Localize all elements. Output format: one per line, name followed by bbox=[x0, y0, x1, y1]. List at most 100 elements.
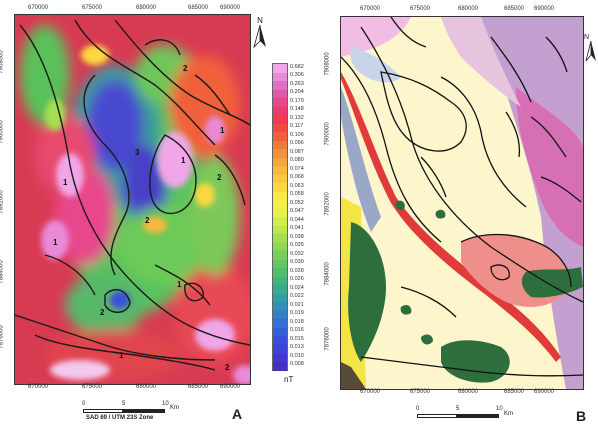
zone-label: 2 bbox=[145, 216, 150, 225]
colorbar-label: 0.013 bbox=[290, 344, 304, 351]
colorbar-swatch bbox=[273, 336, 287, 345]
colorbar-labels: 0.682 0.306 0.263 0.204 0.170 0.148 0.132 0.117… bbox=[290, 63, 324, 369]
colorbar-label: 0.263 bbox=[290, 80, 304, 87]
colorbar-swatch bbox=[273, 242, 287, 252]
colorbar-label: 0.032 bbox=[290, 250, 304, 257]
colorbar-swatch bbox=[273, 72, 287, 82]
colorbar-swatch bbox=[273, 191, 287, 201]
y-tick: 7892000 bbox=[324, 192, 331, 216]
colorbar-label: 0.026 bbox=[290, 276, 304, 283]
x-tick: 675000 bbox=[82, 384, 103, 390]
north-label: N bbox=[257, 16, 263, 25]
colorbar-swatch bbox=[273, 157, 287, 167]
colorbar-swatch bbox=[273, 319, 287, 328]
colorbar-swatch bbox=[273, 174, 287, 184]
colorbar-label: 0.170 bbox=[290, 97, 304, 104]
panel-label-a: A bbox=[232, 406, 243, 422]
x-tick: 690000 bbox=[220, 384, 241, 390]
north-arrow-icon bbox=[585, 40, 596, 62]
panel-a-x-ticks-bottom: 670000 675000 680000 685000 690000 bbox=[10, 384, 250, 394]
colorbar-label: 0.018 bbox=[290, 318, 304, 325]
colorbar-swatch bbox=[273, 115, 287, 124]
x-tick: 670000 bbox=[360, 6, 381, 12]
colorbar-swatch bbox=[273, 344, 287, 354]
colorbar-swatches bbox=[272, 63, 288, 371]
north-arrow-b: N bbox=[584, 34, 598, 64]
zone-label: 1 bbox=[119, 351, 124, 360]
colorbar-label: 0.038 bbox=[290, 233, 304, 240]
colorbar-swatch bbox=[273, 64, 287, 73]
y-tick: 7884000 bbox=[0, 260, 5, 284]
x-tick: 675000 bbox=[410, 389, 431, 395]
colorbar-swatch bbox=[273, 200, 287, 209]
colorbar-label: 0.035 bbox=[290, 242, 304, 249]
colorbar-label: 0.074 bbox=[290, 165, 304, 172]
geological-map-svg bbox=[341, 17, 583, 389]
zone-label: 1 bbox=[63, 178, 68, 187]
panel-b-x-ticks-bottom: 670000 675000 680000 685000 690000 bbox=[338, 389, 588, 399]
x-tick: 670000 bbox=[28, 384, 49, 390]
colorbar-swatch bbox=[273, 361, 287, 371]
scale-bar-b: 0 5 10 Km bbox=[416, 406, 526, 424]
colorbar-swatch bbox=[273, 123, 287, 133]
y-tick: 7900000 bbox=[0, 120, 5, 144]
north-arrow-icon bbox=[253, 24, 266, 49]
colorbar-label: 0.016 bbox=[290, 327, 304, 334]
scale-unit: Km bbox=[170, 405, 179, 411]
north-label: N bbox=[584, 34, 590, 41]
colorbar-label: 0.022 bbox=[290, 293, 304, 300]
colorbar-swatch bbox=[273, 132, 287, 141]
x-tick: 680000 bbox=[458, 389, 479, 395]
colorbar-swatch bbox=[273, 285, 287, 294]
geological-map bbox=[340, 16, 584, 390]
x-tick: 680000 bbox=[136, 5, 157, 11]
panel-a-x-ticks-top: 670000 675000 680000 685000 690000 bbox=[10, 5, 250, 15]
colorbar-swatch bbox=[273, 293, 287, 303]
zone-label: 1 bbox=[181, 156, 186, 165]
colorbar-label: 0.204 bbox=[290, 89, 304, 96]
scale-label: 10 bbox=[162, 401, 169, 407]
x-tick: 685000 bbox=[188, 5, 209, 11]
colorbar-swatch bbox=[273, 149, 287, 158]
colorbar-label: 0.015 bbox=[290, 335, 304, 342]
zone-label: 2 bbox=[225, 363, 230, 372]
colorbar-label: 0.132 bbox=[290, 114, 304, 121]
north-arrow-a: N bbox=[252, 16, 268, 50]
x-tick: 670000 bbox=[360, 389, 381, 395]
colorbar-label: 0.682 bbox=[290, 63, 304, 70]
x-tick: 685000 bbox=[188, 384, 209, 390]
scale-unit: Km bbox=[504, 411, 513, 417]
zone-label: 2 bbox=[183, 64, 188, 73]
colorbar-label: 0.068 bbox=[290, 174, 304, 181]
scale-segment bbox=[123, 409, 165, 413]
x-tick: 685000 bbox=[504, 6, 525, 12]
colorbar-label: 0.047 bbox=[290, 208, 304, 215]
colorbar-label: 0.106 bbox=[290, 131, 304, 138]
y-tick: 7876000 bbox=[0, 325, 5, 349]
y-tick: 7908000 bbox=[324, 52, 331, 76]
colorbar-unit: nT bbox=[284, 375, 294, 384]
colorbar-swatch bbox=[273, 81, 287, 90]
colorbar-swatch bbox=[273, 208, 287, 218]
x-tick: 680000 bbox=[136, 384, 157, 390]
panel-label-b: B bbox=[576, 408, 587, 424]
colorbar-swatch bbox=[273, 251, 287, 260]
colorbar-label: 0.080 bbox=[290, 157, 304, 164]
colorbar-label: 0.306 bbox=[290, 72, 304, 79]
zone-label: 1 bbox=[220, 126, 225, 135]
colorbar-swatch bbox=[273, 140, 287, 150]
colorbar-label: 0.096 bbox=[290, 140, 304, 147]
x-tick: 690000 bbox=[534, 389, 555, 395]
colorbar-swatch bbox=[273, 217, 287, 226]
colorbar-swatch bbox=[273, 327, 287, 337]
colorbar-swatch bbox=[273, 98, 287, 107]
panel-b-y-ticks: 7908000 7900000 7892000 7884000 7876000 bbox=[324, 16, 338, 386]
scale-segment bbox=[457, 414, 499, 418]
datum-label: SAD 69 / UTM 23S Zone bbox=[86, 415, 154, 421]
magnetic-anomaly-map: 2 3 1 2 2 1 2 1 2 1 1 1 bbox=[14, 14, 251, 385]
y-tick: 7908000 bbox=[0, 50, 5, 74]
panel-a-y-ticks: 7908000 7900000 7892000 7884000 7876000 bbox=[0, 14, 12, 384]
colorbar-label: 0.063 bbox=[290, 182, 304, 189]
panel-b-x-ticks-top: 670000 675000 680000 685000 690000 bbox=[338, 6, 588, 16]
x-tick: 690000 bbox=[220, 5, 241, 11]
